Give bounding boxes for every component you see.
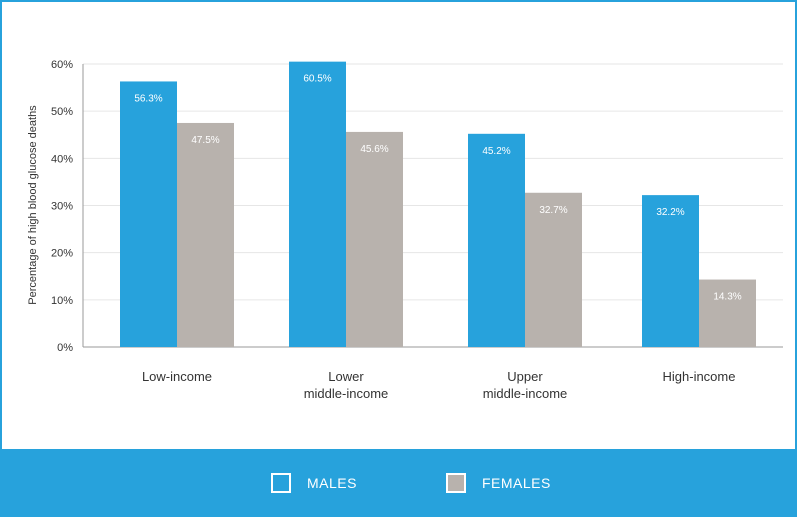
data-label-females: 14.3% <box>713 292 741 303</box>
data-label-males: 45.2% <box>482 146 510 157</box>
x-tick-label: middle-income <box>483 386 568 401</box>
bar-males <box>289 61 346 348</box>
bar-males <box>642 195 699 347</box>
data-label-females: 32.7% <box>539 205 567 216</box>
y-tick-label: 30% <box>51 201 73 213</box>
y-tick-label: 50% <box>51 106 73 118</box>
data-label-females: 45.6% <box>360 144 388 155</box>
bar-males <box>120 81 177 348</box>
bar-males <box>468 133 525 347</box>
x-tick-label: Low-income <box>142 369 212 384</box>
x-tick-label: Upper <box>507 369 543 384</box>
y-tick-label: 0% <box>57 342 73 354</box>
bar-chart: 0% 10% 20% 30% 40% 50% 60% 56.3% 47.5% Low-income… <box>51 59 783 401</box>
legend-label-males: MALES <box>307 475 357 491</box>
data-label-females: 47.5% <box>191 135 219 146</box>
y-tick-label: 40% <box>51 153 73 165</box>
y-tick-label: 10% <box>51 295 73 307</box>
legend: MALES FEMALES <box>0 449 797 517</box>
legend-item-males: MALES <box>271 473 357 493</box>
y-tick-label: 60% <box>51 59 73 71</box>
x-tick-label: middle-income <box>304 386 389 401</box>
legend-swatch-females <box>446 473 466 493</box>
legend-swatch-males <box>271 473 291 493</box>
data-label-males: 60.5% <box>303 74 331 85</box>
data-label-males: 56.3% <box>134 93 162 104</box>
bar-females <box>177 122 234 347</box>
bar-females <box>525 192 582 347</box>
x-tick-label: High-income <box>663 369 736 384</box>
legend-label-females: FEMALES <box>482 475 551 491</box>
y-tick-label: 20% <box>51 248 73 260</box>
data-label-males: 32.2% <box>656 207 684 218</box>
y-axis-label: Percentage of high blood glucose deaths <box>27 105 39 305</box>
legend-item-females: FEMALES <box>446 473 551 493</box>
bar-females <box>699 279 756 347</box>
x-tick-label: Lower <box>328 369 364 384</box>
bar-females <box>346 131 403 347</box>
